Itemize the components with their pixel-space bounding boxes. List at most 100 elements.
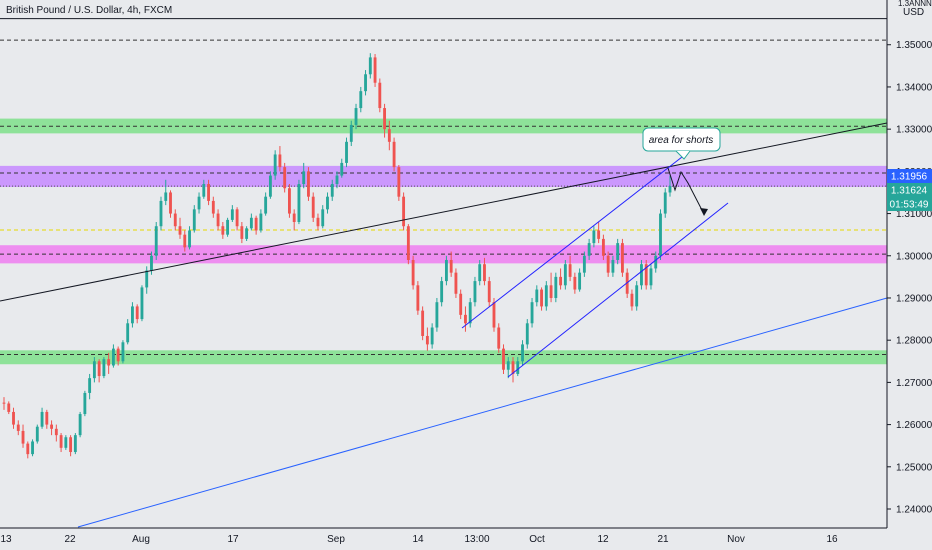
candle-body xyxy=(64,437,68,448)
candle xyxy=(544,281,548,311)
candle-body xyxy=(459,293,463,315)
candle xyxy=(502,344,505,374)
candle-body xyxy=(197,196,201,210)
price-tag-box xyxy=(887,183,932,197)
candle-body xyxy=(188,230,191,248)
candle xyxy=(126,319,130,345)
candle-body xyxy=(654,255,658,269)
candle-body xyxy=(373,57,377,83)
candle-body xyxy=(659,213,662,256)
drawings-layer[interactable]: area for shorts xyxy=(0,122,888,528)
time-tick-label: 22 xyxy=(64,534,76,545)
candle xyxy=(207,179,210,206)
levels-layer xyxy=(0,18,887,231)
candle xyxy=(611,255,615,277)
candle xyxy=(264,192,268,216)
candle-body xyxy=(606,255,610,273)
candle-body xyxy=(107,359,111,366)
candle-body xyxy=(31,441,34,455)
candle-body xyxy=(368,57,372,75)
candle xyxy=(164,179,168,206)
candle-body xyxy=(354,108,358,125)
candle-body xyxy=(621,243,624,273)
candle-body xyxy=(535,289,539,303)
candle xyxy=(621,238,624,277)
candle-body xyxy=(549,285,553,298)
candle-body xyxy=(326,196,329,210)
candle xyxy=(587,238,591,260)
candle-body xyxy=(402,196,406,227)
candle xyxy=(483,257,486,286)
time-tick-label: 17 xyxy=(227,534,239,545)
channel-upper-line[interactable] xyxy=(461,156,683,329)
channel-lower-line[interactable] xyxy=(507,202,729,378)
time-axis[interactable]: 13 22 Aug 17 Sep 14 13:00 Oct 12 21 Nov 16 xyxy=(0,527,932,550)
price-tick-label: 1.27000 xyxy=(896,378,932,389)
candle-body xyxy=(464,314,467,324)
black-trendline[interactable] xyxy=(0,122,888,302)
time-tick-label: Sep xyxy=(327,534,345,545)
candle-body xyxy=(406,226,410,260)
candle-body xyxy=(349,124,353,142)
candle xyxy=(121,340,125,364)
candle xyxy=(154,222,158,260)
candle-body xyxy=(444,259,448,282)
candle-body xyxy=(411,259,415,286)
candle xyxy=(549,272,553,303)
projected-path-arrow[interactable] xyxy=(667,167,705,215)
annotation-callout[interactable]: area for shorts xyxy=(642,127,721,160)
candle xyxy=(644,259,648,290)
candle xyxy=(183,230,187,252)
candle-body xyxy=(159,200,163,227)
price-tick-label: 1.24000 xyxy=(896,505,932,516)
candle xyxy=(188,226,191,250)
candle-body xyxy=(397,167,401,197)
candle xyxy=(268,171,272,199)
candle-body xyxy=(483,264,486,282)
time-axis-background xyxy=(0,528,932,550)
candle xyxy=(392,137,396,172)
candle-body xyxy=(435,302,439,328)
time-tick-label: 14 xyxy=(412,534,424,545)
blue-rising-trendline[interactable] xyxy=(77,297,888,528)
candle-body xyxy=(92,361,96,379)
candle xyxy=(73,433,77,455)
candle xyxy=(197,192,201,214)
candle xyxy=(283,162,287,193)
candle-body xyxy=(454,272,458,294)
candle-body xyxy=(392,141,396,168)
price-tag-box xyxy=(887,197,932,211)
candle-body xyxy=(635,285,639,307)
candle-body xyxy=(525,323,529,345)
candle xyxy=(249,213,253,231)
arrow-head-icon xyxy=(700,208,708,216)
candle-body xyxy=(40,411,44,427)
candle xyxy=(97,359,101,383)
candle xyxy=(435,297,439,332)
candle xyxy=(468,297,472,328)
candle xyxy=(535,285,539,307)
candle xyxy=(464,306,467,332)
candle xyxy=(216,209,220,231)
candle-body xyxy=(511,361,515,374)
candle xyxy=(50,420,53,436)
candle xyxy=(292,209,296,231)
time-tick-label: Nov xyxy=(727,534,745,545)
candle xyxy=(235,207,239,231)
time-tick-label: 21 xyxy=(657,534,669,545)
candle-body xyxy=(178,226,182,235)
price-tick-label: 1.25000 xyxy=(896,462,932,473)
price-axis[interactable]: 1.3ANNN USD 1.350001.340001.330001.32000… xyxy=(886,0,932,528)
candle xyxy=(311,192,315,223)
price-axis-background xyxy=(887,0,932,528)
candle xyxy=(449,251,453,277)
candle-body xyxy=(278,154,282,168)
chart-title: British Pound / U.S. Dollar, 4h, FXCM xyxy=(6,5,172,16)
candle xyxy=(411,255,415,290)
candle-body xyxy=(663,192,667,214)
candle xyxy=(459,289,463,320)
candle xyxy=(64,435,68,450)
candle xyxy=(368,53,372,79)
candle-body xyxy=(288,188,291,214)
